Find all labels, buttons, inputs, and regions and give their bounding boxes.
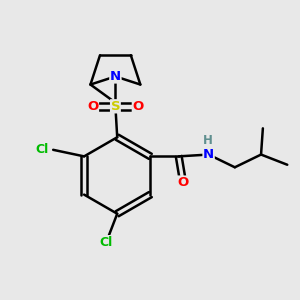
Text: Cl: Cl (100, 236, 113, 249)
Text: N: N (110, 70, 121, 83)
Text: O: O (178, 176, 189, 189)
Text: O: O (132, 100, 144, 113)
Text: O: O (87, 100, 98, 113)
Text: S: S (111, 100, 120, 113)
Text: H: H (203, 134, 213, 147)
Text: Cl: Cl (35, 143, 49, 156)
Text: N: N (203, 148, 214, 161)
